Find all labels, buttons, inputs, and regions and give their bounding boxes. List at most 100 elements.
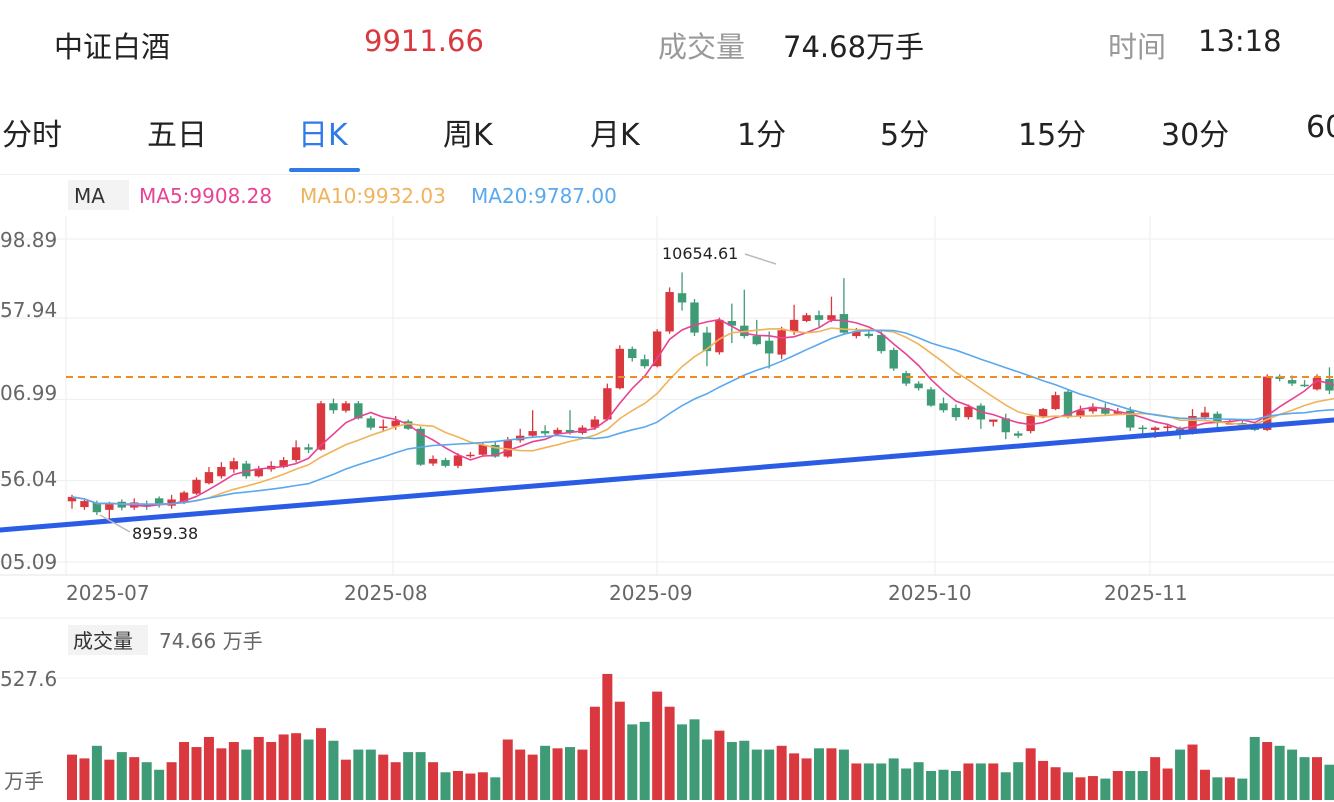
price-tick-5: 05.09	[0, 550, 57, 574]
volume-bar	[1237, 778, 1248, 800]
ma10-line	[71, 327, 1334, 505]
candle-body	[827, 315, 836, 320]
volume-bar	[241, 749, 252, 800]
candle-body	[1287, 380, 1297, 384]
volume-tick-max: 527.6	[0, 667, 57, 691]
candle-body	[1014, 433, 1023, 436]
candle-body	[652, 331, 662, 367]
volume-bar	[552, 748, 563, 800]
date-tick-nov: 2025-11	[1104, 581, 1188, 605]
volume-bar	[1112, 771, 1123, 800]
volume-bar	[1000, 772, 1011, 800]
candle-body	[1051, 395, 1060, 410]
volume-bar	[726, 742, 737, 800]
volume-bar	[104, 759, 115, 800]
volume-bar	[291, 733, 302, 800]
volume-bar	[565, 747, 575, 800]
period-tabs: 分时 五日 日K 周K 月K 1分 5分 15分 30分 60	[0, 96, 1334, 175]
candle-body	[1138, 427, 1147, 430]
volume-bar	[714, 730, 725, 800]
candle-body	[242, 463, 251, 477]
volume-bar	[403, 752, 414, 800]
support-trendline	[0, 417, 1334, 533]
tab-15min[interactable]: 15分	[1018, 118, 1087, 153]
candle-body	[105, 502, 114, 510]
tab-60min[interactable]: 60	[1306, 110, 1334, 145]
candle-body	[1026, 416, 1035, 432]
volume-bar	[527, 754, 538, 800]
ma-tag: MA	[74, 184, 105, 208]
candle-body	[1076, 410, 1085, 417]
volume-bar	[652, 691, 663, 800]
candle-body	[491, 444, 500, 457]
volume-bar	[639, 721, 650, 800]
volume-bar	[1125, 771, 1136, 800]
tab-weekly-k[interactable]: 周K	[443, 118, 493, 153]
candle-body	[628, 348, 637, 359]
volume-bar	[465, 773, 476, 800]
candle-body	[864, 333, 873, 337]
volume-bar	[1087, 776, 1098, 800]
candle-body	[478, 444, 488, 455]
volume-bar	[863, 763, 874, 800]
candle-body	[67, 496, 77, 502]
candle-body	[304, 447, 313, 450]
volume-bar	[328, 740, 339, 800]
volume-bar	[316, 728, 326, 800]
candle-body	[640, 359, 649, 367]
date-tick-sep: 2025-09	[609, 581, 693, 605]
tab-5min[interactable]: 5分	[880, 118, 930, 153]
date-tick-aug: 2025-08	[344, 581, 428, 605]
candle-body	[1088, 406, 1098, 412]
candle-body	[789, 319, 799, 332]
price-tick-1: 98.89	[0, 228, 57, 252]
ma-lines-layer	[71, 318, 1334, 508]
volume-bar	[627, 724, 638, 800]
candle-body	[154, 498, 164, 505]
tab-daily-k[interactable]: 日K	[298, 118, 348, 153]
tab-intraday[interactable]: 分时	[2, 118, 62, 153]
candle-body	[142, 504, 151, 507]
volume-bar	[901, 768, 912, 800]
volume-bar	[67, 754, 77, 800]
volume-bar	[1075, 777, 1086, 800]
candle-body	[1001, 418, 1010, 433]
volume-bar	[926, 771, 937, 800]
candle-body	[1126, 410, 1135, 428]
ma20-legend: MA20:9787.00	[471, 184, 617, 208]
volume-bar	[91, 745, 102, 800]
volume-bar	[1050, 767, 1061, 800]
volume-bar	[975, 763, 986, 800]
candle-body	[279, 460, 288, 468]
volume-bar	[440, 772, 451, 800]
volume-bar	[428, 762, 439, 800]
volume-bar	[129, 757, 140, 800]
price-tick-2: 57.94	[0, 298, 57, 322]
candle-body	[765, 340, 774, 354]
ma20-line	[71, 329, 1334, 505]
volume-bar	[540, 745, 551, 800]
volume-bar	[79, 758, 90, 800]
candle-body	[1038, 409, 1048, 418]
volume-bar	[116, 752, 127, 800]
tab-30min[interactable]: 30分	[1161, 118, 1230, 153]
volume-bar	[876, 763, 887, 800]
volume-bar	[515, 749, 526, 800]
candle-body	[379, 426, 388, 428]
candle-body	[1188, 416, 1197, 434]
volume-tag: 成交量	[73, 629, 133, 653]
tab-1min[interactable]: 1分	[737, 118, 787, 153]
candle-body	[229, 461, 239, 470]
candle-body	[665, 292, 674, 332]
candle-body	[951, 407, 961, 418]
tab-monthly-k[interactable]: 月K	[590, 118, 640, 153]
volume-bar	[814, 748, 824, 800]
volume-bar	[1324, 764, 1334, 800]
volume-bar	[789, 753, 800, 800]
tab-five-day[interactable]: 五日	[147, 118, 207, 153]
candle-body	[354, 403, 363, 419]
candle-body	[802, 315, 811, 322]
candle-body	[92, 502, 102, 513]
volume-bar	[1175, 749, 1186, 800]
